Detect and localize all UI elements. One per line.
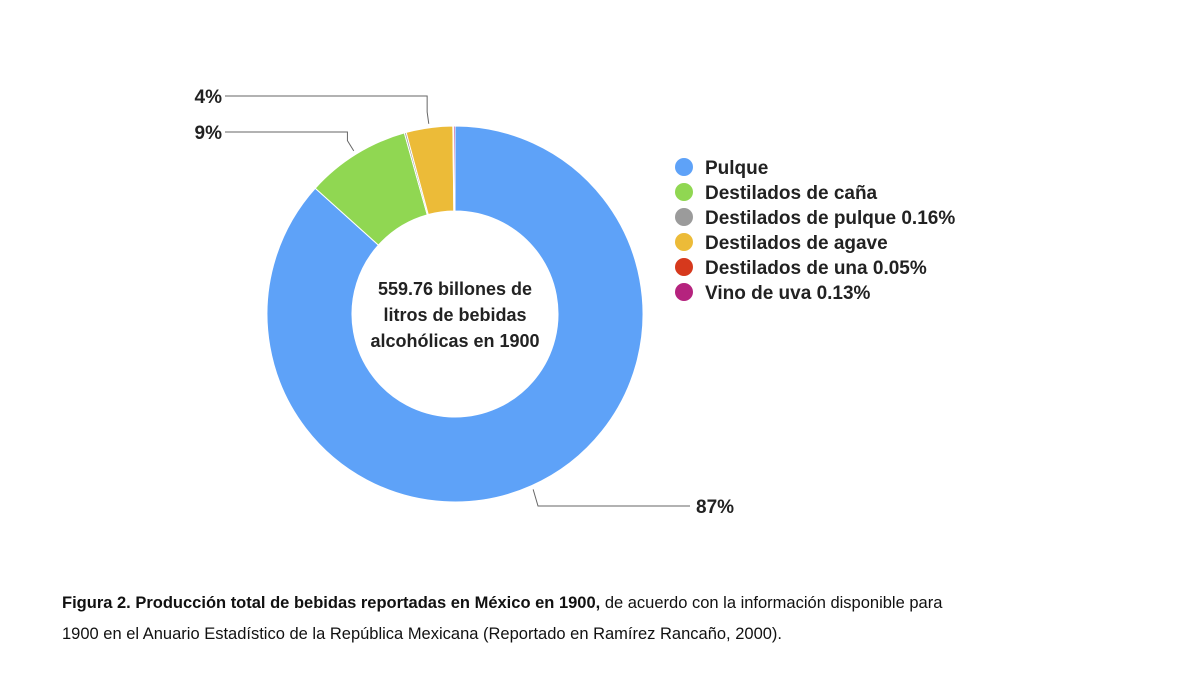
legend-label: Destilados de agave [705,233,888,254]
slice-percent-label: 87% [696,497,734,518]
caption-text-line-1: de acuerdo con la información disponible… [600,594,943,612]
legend-swatch [675,283,693,301]
donut-chart: 87% 9% 4% 559.76 billones de litros de beb… [195,87,956,518]
slice-vino-de-uva-0-13 [452,125,456,212]
figure-caption: Figura 2. Producción total de bebidas re… [62,588,1152,650]
center-text-line-3: alcohólicas en 1900 [370,331,539,351]
slice-percent-label: 9% [195,123,223,144]
legend-swatch [675,233,693,251]
center-text-line-1: 559.76 billones de [378,279,532,299]
donut-slices [266,125,644,503]
donut-center-label: 559.76 billones de litros de bebidas alc… [370,279,539,351]
legend-label: Vino de uva 0.13% [705,283,871,304]
slice-pulque [266,125,644,503]
leader-line [225,131,355,152]
legend-label: Destilados de caña [705,183,878,204]
legend-swatch [675,183,693,201]
legend-swatch [675,258,693,276]
legend-swatch [675,158,693,176]
center-text-line-2: litros de bebidas [383,305,526,325]
caption-text-line-2: 1900 en el Anuario Estadístico de la Rep… [62,625,783,643]
legend-swatch [675,208,693,226]
slice-percent-labels: 87% 9% 4% [195,87,735,518]
chart-legend: Pulque Destilados de caña Destilados de pu… [675,158,955,304]
slice-percent-label: 4% [195,87,223,108]
slice-label-leaders [225,95,690,507]
legend-label: Destilados de una 0.05% [705,258,927,279]
leader-line [532,489,690,507]
legend-label: Destilados de pulque 0.16% [705,208,955,229]
caption-bold: Figura 2. Producción total de bebidas re… [62,594,601,612]
legend-label: Pulque [705,158,768,179]
leader-line [225,95,430,124]
